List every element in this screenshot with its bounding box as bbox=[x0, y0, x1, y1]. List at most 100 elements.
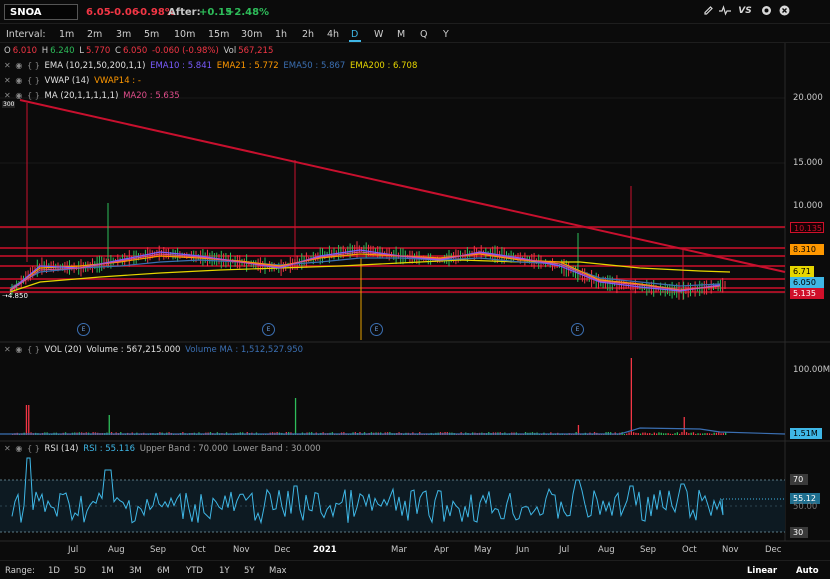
volume-current: Volume : 567,215.000 bbox=[86, 345, 181, 355]
earnings-marker[interactable]: E bbox=[77, 323, 90, 336]
volume-bar bbox=[685, 432, 688, 435]
eye-icon[interactable]: ◉ bbox=[15, 444, 23, 453]
interval-d[interactable]: D bbox=[351, 29, 359, 40]
price-change-pct: -0.98% bbox=[136, 7, 175, 18]
range-max[interactable]: Max bbox=[269, 566, 287, 576]
interval-4h[interactable]: 4h bbox=[327, 29, 340, 40]
close-icon[interactable]: ✕ bbox=[4, 91, 11, 100]
earnings-marker[interactable]: E bbox=[370, 323, 383, 336]
ema10-line bbox=[9, 249, 721, 292]
open-label: O bbox=[4, 46, 11, 56]
interval-m[interactable]: M bbox=[397, 29, 406, 40]
ema200-value: EMA200 : 6.708 bbox=[350, 61, 418, 71]
interval-10m[interactable]: 10m bbox=[174, 29, 196, 40]
interval-1h[interactable]: 1h bbox=[275, 29, 288, 40]
volume-bar bbox=[722, 433, 724, 435]
eye-icon[interactable]: ◉ bbox=[15, 91, 23, 100]
price-axis-label: 10.000 bbox=[793, 201, 823, 211]
ema10-value: EMA10 : 5.841 bbox=[150, 61, 213, 71]
volume-bar bbox=[715, 432, 718, 435]
volume-bar bbox=[665, 433, 667, 435]
interval-label: Interval: bbox=[6, 29, 46, 40]
interval-w[interactable]: W bbox=[374, 29, 384, 40]
ema21-line bbox=[9, 253, 721, 291]
interval-15m[interactable]: 15m bbox=[208, 29, 230, 40]
settings-braces-icon[interactable]: { } bbox=[27, 76, 40, 85]
volume-bar bbox=[577, 425, 580, 435]
close-icon[interactable]: ✕ bbox=[4, 345, 11, 354]
price-tag-support: 5.135 bbox=[790, 288, 824, 299]
vs-icon[interactable]: VS bbox=[738, 6, 752, 16]
month-label: Dec bbox=[274, 545, 291, 555]
volume-bar bbox=[697, 433, 699, 435]
rsi-mid-label: 50.00 bbox=[793, 502, 818, 512]
interval-2h[interactable]: 2h bbox=[302, 29, 315, 40]
interval-2m[interactable]: 2m bbox=[87, 29, 103, 40]
after-hours-label: After: bbox=[168, 7, 201, 18]
range-5d[interactable]: 5D bbox=[74, 566, 86, 576]
volume-bar bbox=[713, 432, 715, 435]
eye-icon[interactable]: ◉ bbox=[15, 345, 23, 354]
volume-bar bbox=[639, 433, 642, 435]
close-icon[interactable]: ✕ bbox=[4, 76, 11, 85]
month-label: Aug bbox=[598, 545, 615, 555]
ema50-value: EMA50 : 5.867 bbox=[283, 61, 346, 71]
eye-icon[interactable]: ◉ bbox=[15, 61, 23, 70]
price-tag-last: 6.050 bbox=[790, 277, 824, 288]
interval-3m[interactable]: 3m bbox=[116, 29, 132, 40]
range-ytd[interactable]: YTD bbox=[186, 566, 203, 576]
scale-linear-button[interactable]: Linear bbox=[747, 566, 778, 576]
price-tag-resistance: 10.135 bbox=[790, 222, 824, 233]
settings-braces-icon[interactable]: { } bbox=[27, 61, 40, 70]
volume-bar bbox=[708, 433, 711, 435]
month-label: Dec bbox=[765, 545, 782, 555]
pencil-icon[interactable] bbox=[702, 5, 714, 17]
close-icon[interactable]: ✕ bbox=[4, 444, 11, 453]
volume-bar bbox=[649, 433, 651, 435]
month-label: Jul bbox=[68, 545, 79, 555]
interval-30m[interactable]: 30m bbox=[241, 29, 263, 40]
range-1y[interactable]: 1Y bbox=[219, 566, 230, 576]
settings-braces-icon[interactable]: { } bbox=[27, 345, 40, 354]
rsi-band-fill bbox=[0, 480, 785, 532]
price-axis-label: 20.000 bbox=[793, 93, 823, 103]
earnings-marker[interactable]: E bbox=[262, 323, 275, 336]
volume-bar bbox=[651, 433, 653, 435]
volume-bar bbox=[711, 433, 713, 435]
volume-bar bbox=[672, 433, 674, 435]
volume-bars bbox=[12, 358, 727, 435]
after-hours-pct: +2.48% bbox=[226, 7, 270, 18]
scale-auto-button[interactable]: Auto bbox=[796, 566, 819, 576]
volume-bar bbox=[28, 405, 30, 435]
pulse-icon[interactable] bbox=[719, 5, 731, 17]
interval-5m[interactable]: 5m bbox=[144, 29, 160, 40]
symbol-input[interactable]: SNOA bbox=[4, 4, 78, 20]
volume-legend: ✕ ◉ { } VOL (20) Volume : 567,215.000 Vo… bbox=[4, 345, 305, 358]
interval-1m[interactable]: 1m bbox=[59, 29, 75, 40]
range-6m[interactable]: 6M bbox=[157, 566, 170, 576]
interval-q[interactable]: Q bbox=[420, 29, 428, 40]
ema50-line bbox=[9, 257, 721, 289]
range-3m[interactable]: 3M bbox=[129, 566, 142, 576]
close-icon[interactable]: ✕ bbox=[4, 61, 11, 70]
earnings-marker[interactable]: E bbox=[571, 323, 584, 336]
gear-icon[interactable] bbox=[760, 5, 772, 17]
volume-bar bbox=[633, 432, 635, 435]
volume-bar bbox=[718, 432, 720, 435]
volume-bar bbox=[658, 432, 660, 435]
range-5y[interactable]: 5Y bbox=[244, 566, 255, 576]
eye-icon[interactable]: ◉ bbox=[15, 76, 23, 85]
high-price-marker: 300 bbox=[2, 101, 16, 108]
range-1d[interactable]: 1D bbox=[48, 566, 60, 576]
arrow-icon: ➝ bbox=[2, 292, 8, 300]
range-1m[interactable]: 1M bbox=[101, 566, 114, 576]
interval-y[interactable]: Y bbox=[443, 29, 449, 40]
low-price-marker: ➝4.850 bbox=[2, 292, 28, 300]
volume-bar bbox=[702, 433, 704, 435]
settings-braces-icon[interactable]: { } bbox=[27, 91, 40, 100]
settings-braces-icon[interactable]: { } bbox=[27, 444, 40, 453]
ma-name: MA (20,1,1,1,1,1) bbox=[44, 91, 119, 101]
close-icon[interactable] bbox=[778, 5, 790, 17]
volume-bar bbox=[725, 432, 727, 435]
